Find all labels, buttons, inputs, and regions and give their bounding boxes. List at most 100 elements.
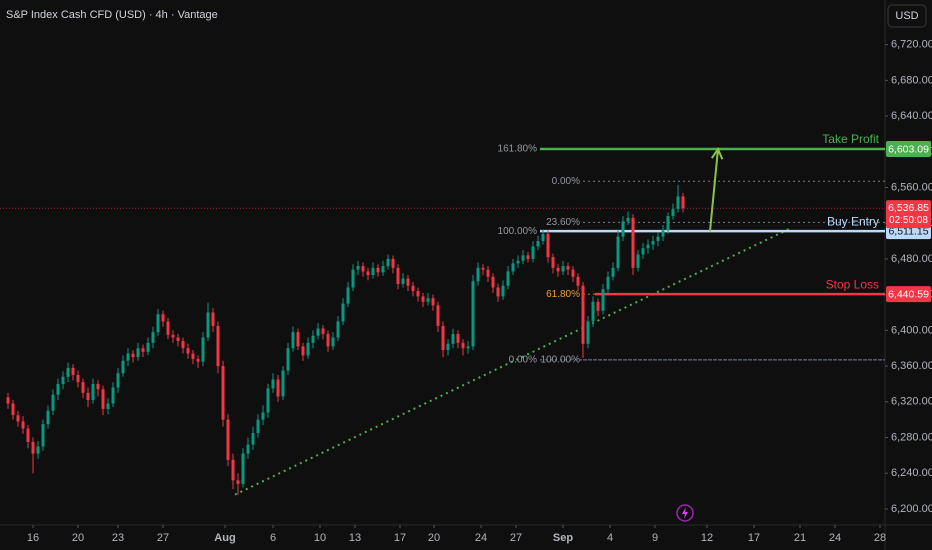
candle-body: [46, 410, 50, 425]
price-tag: [886, 286, 931, 303]
candle-body: [541, 233, 545, 242]
fib-label: 61.80%: [546, 289, 580, 300]
candle-body: [326, 333, 330, 347]
candle-body: [71, 367, 75, 375]
x-tick-label: 24: [475, 532, 487, 544]
x-tick-label: 13: [349, 532, 361, 544]
candle-body: [126, 353, 130, 361]
candle-body: [156, 314, 160, 333]
candle-body: [96, 383, 100, 390]
level-name: Buy Entry: [827, 214, 879, 228]
candle-body: [161, 314, 165, 322]
candle-body: [316, 328, 320, 336]
candle-body: [486, 269, 490, 277]
candle-body: [211, 312, 215, 326]
y-tick-label: 6,240.00: [891, 467, 932, 479]
candle-body: [251, 433, 255, 445]
candle-body: [171, 334, 175, 338]
x-tick-label: 24: [829, 532, 841, 544]
candle-body: [606, 276, 610, 290]
candle-body: [281, 370, 285, 397]
candle-body: [511, 263, 515, 272]
currency-button[interactable]: [887, 4, 927, 28]
y-tick-label: 6,280.00: [891, 431, 932, 443]
candle-body: [596, 301, 600, 311]
candle-body: [581, 285, 585, 344]
candle-body: [481, 267, 485, 270]
x-tick-label: 9: [652, 532, 658, 544]
candle-body: [441, 325, 445, 350]
candle-body: [526, 255, 530, 259]
level-name: Take Profit: [822, 132, 879, 146]
candle-body: [536, 241, 540, 247]
candle-body: [666, 216, 670, 231]
candle-body: [451, 333, 455, 344]
x-tick-label: 12: [701, 532, 713, 544]
x-tick-label: 17: [748, 532, 760, 544]
x-tick-label: 28: [874, 532, 886, 544]
x-tick-label: 16: [27, 532, 39, 544]
fib-label: 100.00%: [498, 226, 538, 237]
candle-body: [231, 459, 235, 481]
candle-body: [521, 255, 525, 261]
price-tag-label: 6,440.59: [888, 288, 929, 300]
candle-body: [556, 267, 560, 272]
y-tick-label: 6,720.00: [891, 39, 932, 51]
candle-body: [496, 287, 500, 297]
candle-body: [206, 312, 210, 338]
y-tick-label: 6,560.00: [891, 181, 932, 193]
candle-body: [566, 266, 570, 270]
y-tick-label: 6,320.00: [891, 396, 932, 408]
candle-body: [226, 419, 230, 460]
candle-body: [631, 217, 635, 268]
candle-body: [396, 267, 400, 284]
candle-body: [381, 266, 385, 273]
candle-body: [361, 266, 365, 272]
candle-body: [36, 446, 40, 454]
candle-body: [111, 387, 115, 404]
candle-body: [106, 403, 110, 409]
fib-label: 0.00%: [552, 176, 580, 187]
y-tick-label: 6,360.00: [891, 360, 932, 372]
candle-body: [516, 260, 520, 264]
x-tick-label: 27: [157, 532, 169, 544]
candle-body: [116, 373, 120, 388]
y-tick-label: 6,640.00: [891, 110, 932, 122]
price-tag-label: 6,511.15: [888, 225, 928, 237]
candle-body: [376, 267, 380, 273]
x-tick-label: 23: [112, 532, 124, 544]
x-tick-label: 20: [72, 532, 84, 544]
candle-body: [386, 258, 390, 267]
candle-body: [51, 394, 55, 411]
candle-body: [331, 337, 335, 347]
x-tick-label: 21: [794, 532, 806, 544]
candle-body: [81, 382, 85, 393]
candle-body: [236, 480, 240, 484]
candle-body: [506, 271, 510, 286]
candle-body: [41, 424, 45, 447]
candle-body: [681, 196, 685, 209]
fib-label: 23.60%: [546, 217, 580, 228]
candle-body: [306, 342, 310, 356]
candle-body: [101, 389, 105, 409]
candle-body: [321, 328, 325, 334]
candle-body: [491, 276, 495, 288]
alert-icon[interactable]: [676, 504, 694, 522]
candle-body: [446, 343, 450, 350]
fib-label: 161.80%: [498, 144, 538, 155]
candle-body: [261, 412, 265, 420]
trend-line: [234, 227, 791, 496]
target-arrow: [709, 149, 719, 232]
candle-body: [21, 421, 25, 429]
candle-body: [676, 196, 680, 209]
candle-body: [286, 348, 290, 371]
currency-label[interactable]: USD: [895, 10, 918, 22]
candle-body: [626, 217, 630, 222]
candle-body: [391, 258, 395, 268]
candle-body: [131, 353, 135, 358]
candle-body: [146, 342, 150, 352]
x-tick-label: Sep: [553, 532, 573, 544]
candle-body: [346, 287, 350, 304]
candle-body: [426, 298, 430, 302]
